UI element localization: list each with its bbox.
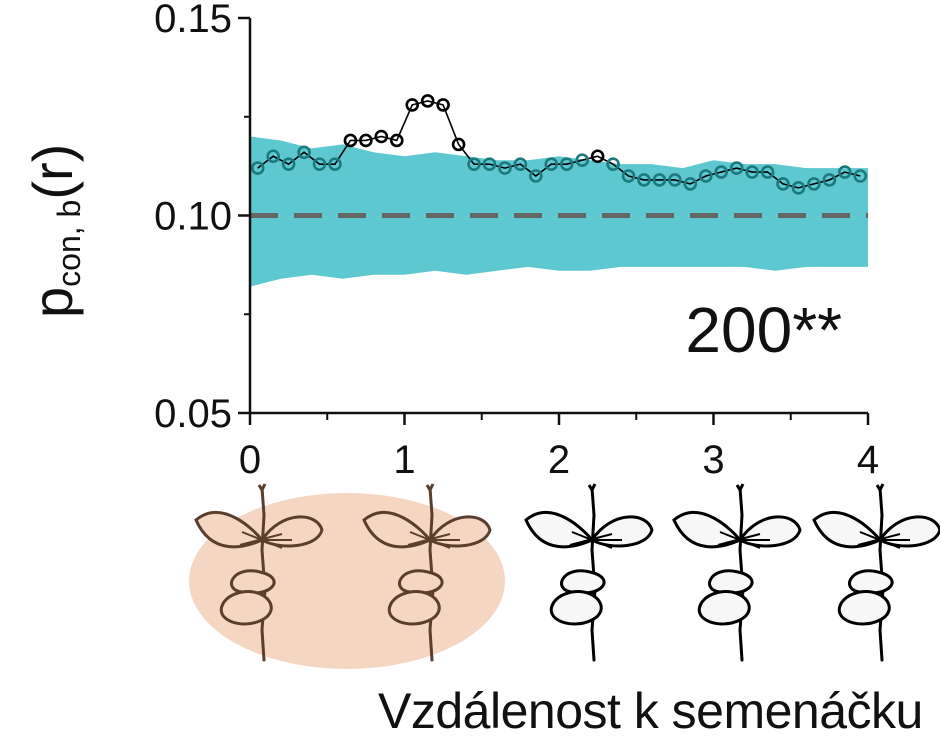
data-point <box>405 98 420 112</box>
data-point <box>652 173 667 187</box>
y-label-argument: (r) <box>21 144 84 200</box>
y-axis-label: pcon, b(r) <box>21 144 87 318</box>
data-point <box>776 177 790 191</box>
y-tick-label: 0.10 <box>154 195 232 239</box>
data-point <box>559 157 574 171</box>
data-point <box>482 157 497 171</box>
x-tick-label: 1 <box>393 438 415 482</box>
data-point <box>698 169 713 183</box>
data-point <box>297 145 311 160</box>
x-tick-label: 3 <box>702 438 724 482</box>
data-point <box>467 157 481 171</box>
data-point <box>590 149 605 164</box>
data-point <box>266 149 280 164</box>
annotation-label: 200** <box>685 294 842 366</box>
y-tick-label: 0.05 <box>154 392 232 436</box>
seedling-icon <box>812 482 940 662</box>
data-point <box>838 165 852 179</box>
data-point <box>529 169 543 183</box>
y-tick-label: 0.15 <box>154 0 232 41</box>
data-point <box>389 133 404 148</box>
data-point <box>822 173 837 187</box>
y-label-subscript: con, b <box>51 200 87 287</box>
data-point <box>328 157 342 171</box>
data-point <box>250 161 265 175</box>
data-point <box>853 169 868 183</box>
seedling-icon <box>524 482 654 662</box>
series-line <box>257 100 861 189</box>
data-point <box>312 157 327 171</box>
data-point <box>498 161 512 175</box>
x-tick-label: 2 <box>548 438 570 482</box>
x-axis-title: Vzdálenost k semenáčku <box>378 683 923 739</box>
data-point <box>637 173 651 187</box>
data-point <box>359 133 373 148</box>
data-point <box>544 157 559 171</box>
y-label-main: p <box>21 287 84 318</box>
data-point <box>729 161 744 175</box>
seedling-icon <box>672 482 802 662</box>
envelope-band <box>250 136 868 287</box>
data-point <box>575 153 589 167</box>
data-point <box>714 165 729 179</box>
svg-text:pcon, b(r): pcon, b(r) <box>21 144 87 318</box>
data-point <box>621 169 636 183</box>
data-point <box>683 177 698 191</box>
data-point <box>374 129 389 144</box>
data-point <box>606 157 620 171</box>
data-point <box>791 181 806 195</box>
data-point <box>513 157 528 171</box>
data-point <box>807 177 821 191</box>
x-tick-label: 4 <box>857 438 879 482</box>
data-point <box>668 173 682 187</box>
data-point <box>420 94 435 108</box>
data-point <box>760 165 775 179</box>
data-point <box>436 98 450 112</box>
data-point <box>745 165 759 179</box>
data-point <box>451 137 466 152</box>
data-point <box>281 157 296 171</box>
data-point <box>343 133 358 148</box>
plot-area: 0.05 0.10 0.15 0 1 2 3 4 <box>154 0 879 482</box>
x-tick-label: 0 <box>239 438 261 482</box>
